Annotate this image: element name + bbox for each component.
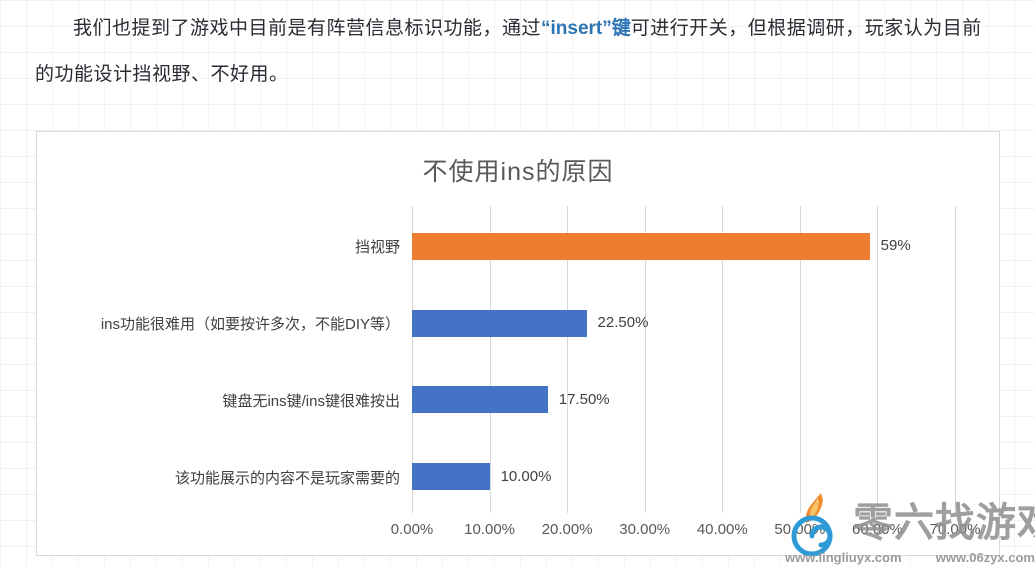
- intro-text-after: 可进行开关，但根据调研，玩家认为目前的功能设计挡视野、不好用。: [35, 18, 982, 85]
- bar: [412, 386, 548, 414]
- gridline: [722, 206, 724, 513]
- category-label: 键盘无ins键/ins键很难按出: [222, 392, 400, 410]
- insert-key-highlight: “insert”键: [541, 18, 631, 39]
- x-tick-label: 20.00%: [541, 521, 593, 538]
- bar-chart: 不使用ins的原因 0.00% 10.00% 20.00% 30.00% 40.00% 5…: [36, 131, 1000, 556]
- category-label: ins功能很难用（如要按许多次，不能DIY等）: [100, 316, 400, 334]
- gridline: [644, 206, 646, 513]
- gridline: [799, 206, 801, 513]
- bar: [412, 232, 870, 260]
- gridline: [955, 206, 956, 513]
- gridline: [567, 206, 569, 513]
- x-tick-label: 0.00%: [390, 521, 434, 538]
- category-label: 该功能展示的内容不是玩家需要的: [174, 469, 400, 487]
- bar-value-label: 59%: [880, 237, 911, 255]
- intro-text-before: 我们也提到了游戏中目前是有阵营信息标识功能，通过: [73, 18, 542, 39]
- x-tick-label: 50.00%: [774, 521, 826, 538]
- bar-value-label: 10.00%: [500, 467, 552, 485]
- intro-paragraph: 我们也提到了游戏中目前是有阵营信息标识功能，通过“insert”键可进行开关，但…: [35, 6, 1001, 98]
- bar: [412, 463, 490, 491]
- gridline: [412, 206, 413, 513]
- x-tick-label: 10.00%: [464, 521, 515, 538]
- bar-value-label: 22.50%: [597, 314, 649, 332]
- x-tick-label: 30.00%: [619, 521, 671, 538]
- x-tick-label: 60.00%: [851, 521, 903, 538]
- category-label: 挡视野: [354, 239, 400, 257]
- bar-value-label: 17.50%: [558, 390, 610, 408]
- gridline: [489, 206, 491, 513]
- gridline: [877, 206, 879, 513]
- x-tick-label: 40.00%: [696, 521, 748, 538]
- chart-title: 不使用ins的原因: [422, 158, 614, 186]
- bar: [412, 309, 587, 337]
- x-tick-label: 70.00%: [929, 521, 981, 538]
